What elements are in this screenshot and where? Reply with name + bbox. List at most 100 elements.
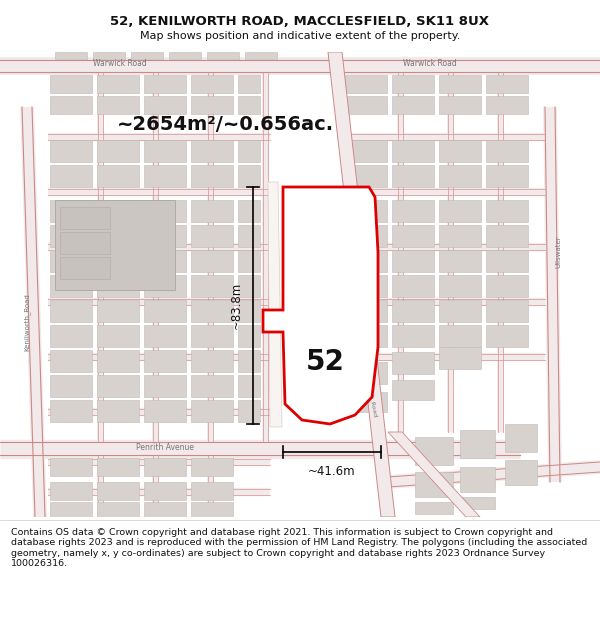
Bar (97, 375, 139, 397)
Bar (50, 325, 92, 347)
Bar (50, 300, 92, 322)
Bar (144, 96, 186, 114)
Bar (439, 165, 481, 187)
Bar (97, 75, 139, 93)
Bar (238, 250, 260, 272)
Bar (191, 325, 233, 347)
Bar (439, 250, 481, 272)
Bar (169, 52, 201, 59)
Bar (439, 300, 481, 322)
Bar (97, 502, 139, 520)
Polygon shape (388, 432, 480, 517)
Bar (392, 165, 434, 187)
Text: Penrith Avenue: Penrith Avenue (136, 444, 194, 452)
Bar (392, 380, 434, 400)
Bar (486, 140, 528, 162)
Bar (345, 96, 387, 114)
Bar (191, 165, 233, 187)
Bar (97, 458, 139, 476)
Bar (50, 458, 92, 476)
Bar (144, 75, 186, 93)
Bar (439, 347, 481, 369)
Bar (392, 300, 434, 322)
Text: Map shows position and indicative extent of the property.: Map shows position and indicative extent… (140, 31, 460, 41)
Bar (415, 472, 453, 497)
Bar (392, 250, 434, 272)
Bar (486, 300, 528, 322)
Bar (238, 400, 260, 422)
Bar (439, 275, 481, 297)
Bar (50, 250, 92, 272)
Bar (50, 140, 92, 162)
Polygon shape (263, 187, 378, 424)
Bar (144, 225, 186, 247)
Bar (439, 325, 481, 347)
Bar (415, 502, 453, 514)
Bar (97, 96, 139, 114)
Bar (191, 300, 233, 322)
Bar (415, 437, 453, 465)
Text: Kenilworth_Road: Kenilworth_Road (362, 366, 378, 418)
Bar (144, 300, 186, 322)
Bar (238, 140, 260, 162)
Bar (50, 75, 92, 93)
Bar (460, 430, 495, 458)
Bar (50, 225, 92, 247)
Bar (97, 200, 139, 222)
Bar (191, 75, 233, 93)
Bar (392, 140, 434, 162)
Text: ~83.8m: ~83.8m (230, 282, 243, 329)
Bar (439, 96, 481, 114)
Bar (505, 424, 537, 452)
Bar (144, 350, 186, 372)
Bar (144, 458, 186, 476)
Bar (345, 275, 387, 297)
Bar (486, 96, 528, 114)
Text: Contains OS data © Crown copyright and database right 2021. This information is : Contains OS data © Crown copyright and d… (11, 528, 587, 568)
Bar (144, 250, 186, 272)
Bar (144, 482, 186, 500)
Bar (486, 225, 528, 247)
Bar (345, 140, 387, 162)
Bar (50, 400, 92, 422)
Bar (238, 96, 260, 114)
Bar (439, 140, 481, 162)
Bar (486, 165, 528, 187)
Bar (50, 502, 92, 520)
Bar (345, 165, 387, 187)
Bar (144, 275, 186, 297)
Bar (439, 200, 481, 222)
Bar (245, 52, 277, 59)
Bar (50, 482, 92, 500)
Bar (97, 275, 139, 297)
Bar (97, 250, 139, 272)
Bar (144, 375, 186, 397)
Bar (392, 96, 434, 114)
Bar (238, 275, 260, 297)
Bar (97, 300, 139, 322)
Bar (144, 502, 186, 520)
Bar (131, 52, 163, 59)
Bar (392, 225, 434, 247)
Bar (392, 352, 434, 374)
Bar (93, 52, 125, 59)
Text: Warwick Road: Warwick Road (93, 59, 147, 69)
Bar (191, 400, 233, 422)
Bar (191, 140, 233, 162)
Bar (238, 225, 260, 247)
Bar (191, 482, 233, 500)
Bar (392, 75, 434, 93)
Bar (97, 140, 139, 162)
Bar (486, 275, 528, 297)
Bar (191, 96, 233, 114)
Bar (460, 497, 495, 509)
Bar (238, 350, 260, 372)
Bar (50, 165, 92, 187)
Bar (207, 52, 239, 59)
Text: ~2654m²/~0.656ac.: ~2654m²/~0.656ac. (116, 116, 334, 134)
Text: ~41.6m: ~41.6m (308, 465, 356, 478)
Bar (97, 225, 139, 247)
Bar (345, 200, 387, 222)
Bar (486, 200, 528, 222)
Bar (238, 300, 260, 322)
